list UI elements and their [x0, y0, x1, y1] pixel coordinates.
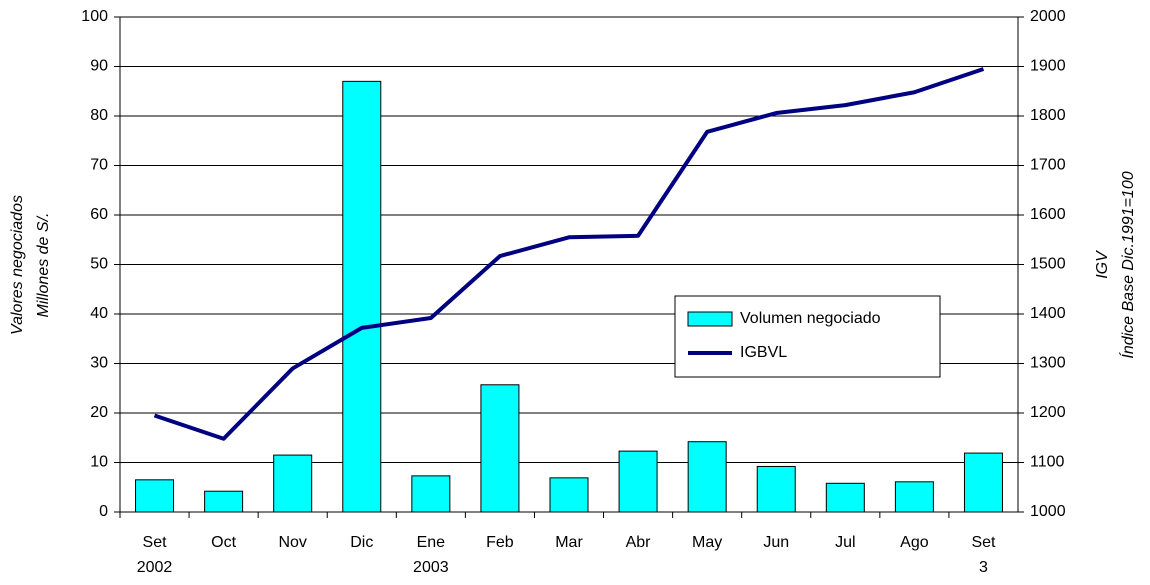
- x-tick-label: Ago: [900, 534, 929, 551]
- x-tick-sublabel: 2002: [137, 559, 173, 576]
- plot-border: [119, 16, 1019, 513]
- y2-tick-label: 1000: [1030, 503, 1066, 520]
- y2-tick-label: 1400: [1030, 305, 1066, 322]
- bar: [480, 384, 520, 513]
- legend: Volumen negociado IGBVL: [674, 295, 941, 378]
- y-tick-label: 70: [90, 157, 108, 174]
- x-tick-label: Dic: [350, 534, 373, 551]
- y2-tick-label: 2000: [1030, 8, 1066, 25]
- y2-tick-label: 1700: [1030, 157, 1066, 174]
- x-tick-label: Feb: [486, 534, 514, 551]
- y-tick-label: 60: [90, 206, 108, 223]
- bar: [687, 441, 727, 513]
- x-tick-label: Jul: [835, 534, 855, 551]
- y2-tick-label: 1600: [1030, 206, 1066, 223]
- bar: [825, 482, 865, 513]
- x-tick-label: Jun: [763, 534, 789, 551]
- y-tick-label: 80: [90, 107, 108, 124]
- legend-label: IGBVL: [740, 344, 787, 361]
- bar: [549, 477, 589, 513]
- y2-axis-label: Índice Base Dic.1991=100: [1118, 171, 1137, 358]
- y-tick-label: 90: [90, 58, 108, 75]
- bar: [411, 475, 451, 513]
- y-tick-label: 10: [90, 454, 108, 471]
- y-tick-label: 30: [90, 355, 108, 372]
- bar: [204, 490, 244, 513]
- x-tick-sublabel: 2003: [413, 559, 449, 576]
- y-tick-label: 0: [99, 503, 108, 520]
- y-tick-label: 40: [90, 305, 108, 322]
- bar: [342, 80, 382, 513]
- bar: [756, 465, 796, 513]
- bar: [894, 481, 934, 513]
- y2-tick-label: 1800: [1030, 107, 1066, 124]
- x-tick-label: Nov: [278, 534, 306, 551]
- y2-tick-label: 1200: [1030, 404, 1066, 421]
- x-tick-label: Set: [971, 534, 996, 551]
- x-tick-label: Set: [143, 534, 168, 551]
- legend-box: [674, 295, 941, 378]
- y-tick-label: 100: [81, 8, 108, 25]
- x-tick-label: Oct: [211, 534, 236, 551]
- x-tick-label: May: [692, 534, 722, 551]
- y2-tick-label: 1900: [1030, 58, 1066, 75]
- y2-tick-label: 1300: [1030, 355, 1066, 372]
- y-tick-label: 20: [90, 404, 108, 421]
- legend-swatch: [687, 311, 733, 327]
- bar: [618, 450, 658, 513]
- y-tick-label: 50: [90, 256, 108, 273]
- x-tick-label: Ene: [417, 534, 446, 551]
- x-tick-label: Mar: [555, 534, 583, 551]
- y-axis-label: Millones de S/.: [35, 213, 52, 318]
- bar: [963, 452, 1003, 513]
- legend-label: Volumen negociado: [740, 310, 881, 327]
- bar: [273, 454, 313, 513]
- y2-axis-label: IGV: [1094, 250, 1111, 279]
- y-axis-label: Valores negociados: [9, 195, 26, 335]
- bar: [135, 479, 175, 513]
- y2-tick-label: 1500: [1030, 256, 1066, 273]
- line: [153, 67, 985, 441]
- x-tick-label: Abr: [626, 534, 652, 551]
- y2-tick-label: 1100: [1030, 454, 1065, 471]
- x-tick-sublabel: 3: [979, 559, 988, 576]
